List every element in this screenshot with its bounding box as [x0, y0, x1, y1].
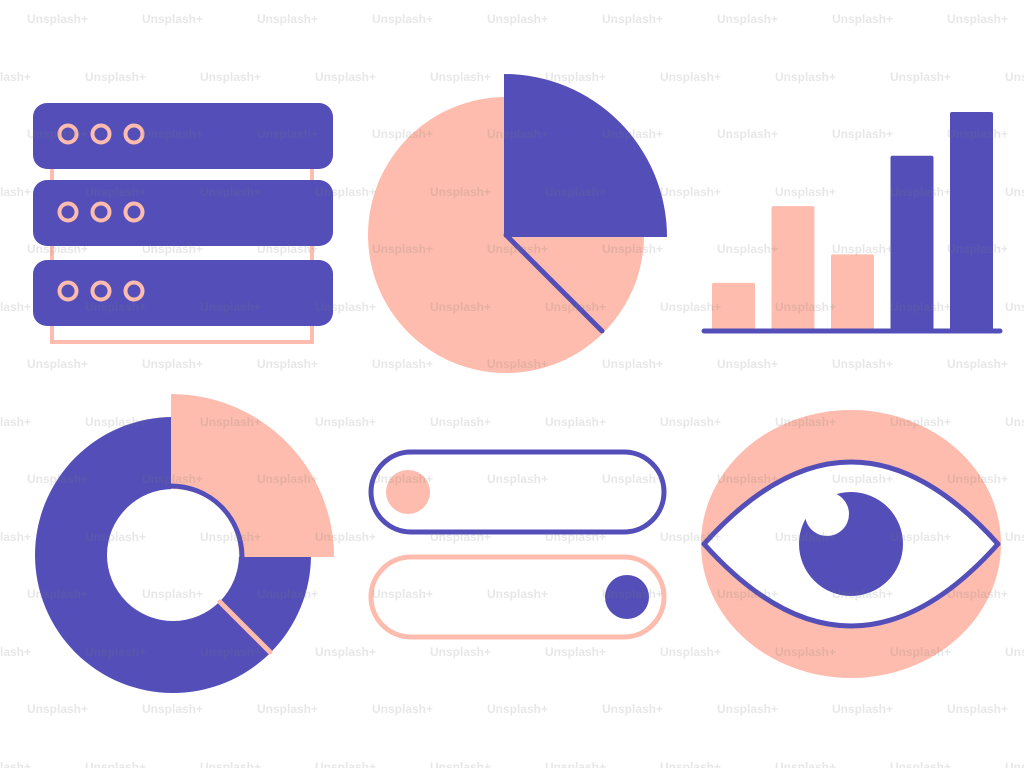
- bar-chart-icon: [701, 112, 1003, 334]
- eye-highlight: [805, 492, 849, 536]
- donut-segment-divider: [217, 599, 273, 655]
- donut-segment-edge: [170, 483, 245, 558]
- bar: [890, 155, 934, 331]
- toggle-on-icon: [368, 554, 667, 640]
- pie-chart-icon: [368, 74, 667, 373]
- bar-group: [712, 112, 993, 331]
- toggle-knob: [605, 575, 649, 619]
- server-unit: [33, 103, 333, 169]
- toggle-off-icon: [368, 449, 667, 535]
- server-stack-icon: [33, 103, 333, 344]
- toggle-track: [368, 449, 667, 535]
- donut-hole: [107, 489, 239, 621]
- donut-chart-icon: [35, 394, 334, 693]
- eye-icon: [701, 410, 1001, 678]
- server-unit: [33, 260, 333, 326]
- toggle-track: [368, 554, 667, 640]
- server-unit: [33, 180, 333, 246]
- pie-highlighted-slice: [504, 74, 667, 237]
- server-indicator-lights: [57, 123, 145, 302]
- bar: [712, 282, 755, 331]
- toggle-knob: [386, 470, 430, 514]
- bar: [831, 254, 874, 331]
- pie-slice-divider: [503, 232, 605, 334]
- bar: [950, 112, 993, 331]
- bar: [771, 206, 815, 331]
